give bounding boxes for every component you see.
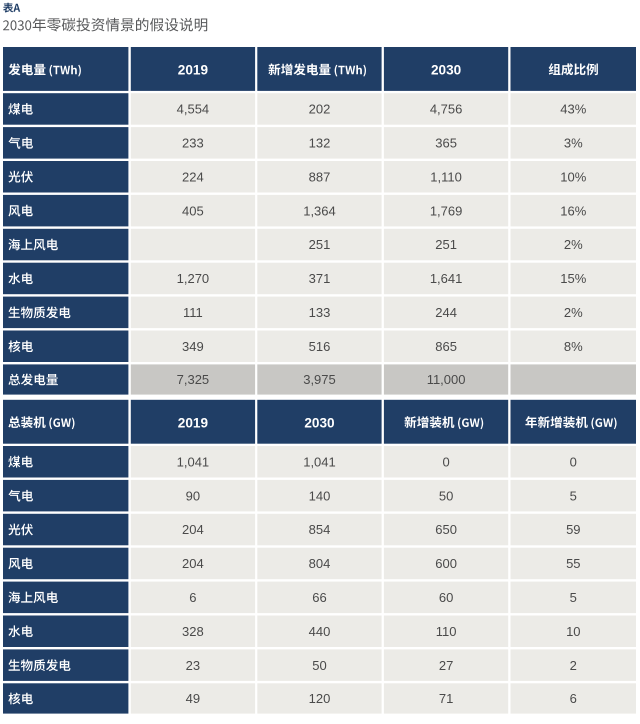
svg-text:1,041: 1,041	[177, 454, 210, 469]
svg-text:251: 251	[309, 237, 331, 252]
svg-text:3%: 3%	[564, 136, 583, 151]
svg-text:854: 854	[309, 522, 331, 537]
svg-text:60: 60	[439, 590, 453, 605]
svg-text:2030: 2030	[304, 415, 334, 430]
svg-text:8%: 8%	[564, 339, 583, 354]
svg-text:1,270: 1,270	[177, 271, 210, 286]
svg-text:0: 0	[570, 454, 577, 469]
svg-text:204: 204	[182, 522, 204, 537]
svg-text:405: 405	[182, 203, 204, 218]
svg-text:0: 0	[442, 454, 449, 469]
svg-text:11,000: 11,000	[427, 372, 466, 387]
svg-text:4,554: 4,554	[177, 102, 210, 117]
svg-text:2%: 2%	[564, 305, 583, 320]
svg-text:6: 6	[189, 590, 196, 605]
svg-text:3,975: 3,975	[303, 372, 336, 387]
svg-text:865: 865	[435, 339, 457, 354]
svg-text:132: 132	[309, 136, 331, 151]
svg-text:110: 110	[436, 624, 457, 639]
svg-text:244: 244	[435, 305, 457, 320]
svg-text:140: 140	[309, 488, 331, 503]
svg-text:50: 50	[312, 658, 326, 673]
svg-text:365: 365	[435, 136, 457, 151]
svg-text:224: 224	[182, 169, 204, 184]
svg-text:233: 233	[182, 136, 204, 151]
svg-text:6: 6	[570, 691, 577, 706]
svg-text:804: 804	[309, 556, 331, 571]
svg-text:43%: 43%	[560, 102, 586, 117]
svg-text:2019: 2019	[178, 415, 209, 430]
svg-text:650: 650	[435, 522, 457, 537]
svg-text:251: 251	[435, 237, 457, 252]
svg-text:600: 600	[435, 556, 457, 571]
svg-text:10: 10	[566, 624, 580, 639]
svg-text:328: 328	[182, 624, 204, 639]
svg-text:2019: 2019	[178, 63, 209, 78]
svg-text:2030: 2030	[431, 63, 461, 78]
svg-text:2%: 2%	[564, 237, 583, 252]
svg-text:371: 371	[309, 271, 331, 286]
svg-text:50: 50	[439, 488, 453, 503]
svg-text:27: 27	[439, 658, 453, 673]
svg-text:516: 516	[309, 339, 331, 354]
svg-text:1,769: 1,769	[430, 203, 463, 218]
svg-text:887: 887	[309, 169, 331, 184]
svg-text:7,325: 7,325	[177, 372, 210, 387]
svg-text:16%: 16%	[560, 203, 586, 218]
svg-text:71: 71	[439, 691, 453, 706]
svg-text:120: 120	[309, 691, 331, 706]
svg-text:1,110: 1,110	[430, 169, 462, 184]
svg-text:5: 5	[570, 488, 577, 503]
svg-text:55: 55	[566, 556, 580, 571]
svg-text:1,041: 1,041	[303, 454, 336, 469]
svg-text:49: 49	[186, 691, 200, 706]
svg-text:1,641: 1,641	[430, 271, 463, 286]
svg-text:111: 111	[183, 305, 203, 320]
svg-text:5: 5	[570, 590, 577, 605]
svg-text:23: 23	[186, 658, 200, 673]
svg-text:440: 440	[309, 624, 331, 639]
svg-text:59: 59	[566, 522, 580, 537]
svg-text:2: 2	[570, 658, 577, 673]
svg-text:66: 66	[312, 590, 326, 605]
svg-text:1,364: 1,364	[303, 203, 336, 218]
svg-text:4,756: 4,756	[430, 102, 463, 117]
svg-text:10%: 10%	[560, 169, 586, 184]
svg-text:90: 90	[186, 488, 200, 503]
svg-text:15%: 15%	[560, 271, 586, 286]
svg-text:202: 202	[309, 102, 331, 117]
svg-text:349: 349	[182, 339, 204, 354]
svg-text:204: 204	[182, 556, 204, 571]
svg-text:133: 133	[309, 305, 331, 320]
